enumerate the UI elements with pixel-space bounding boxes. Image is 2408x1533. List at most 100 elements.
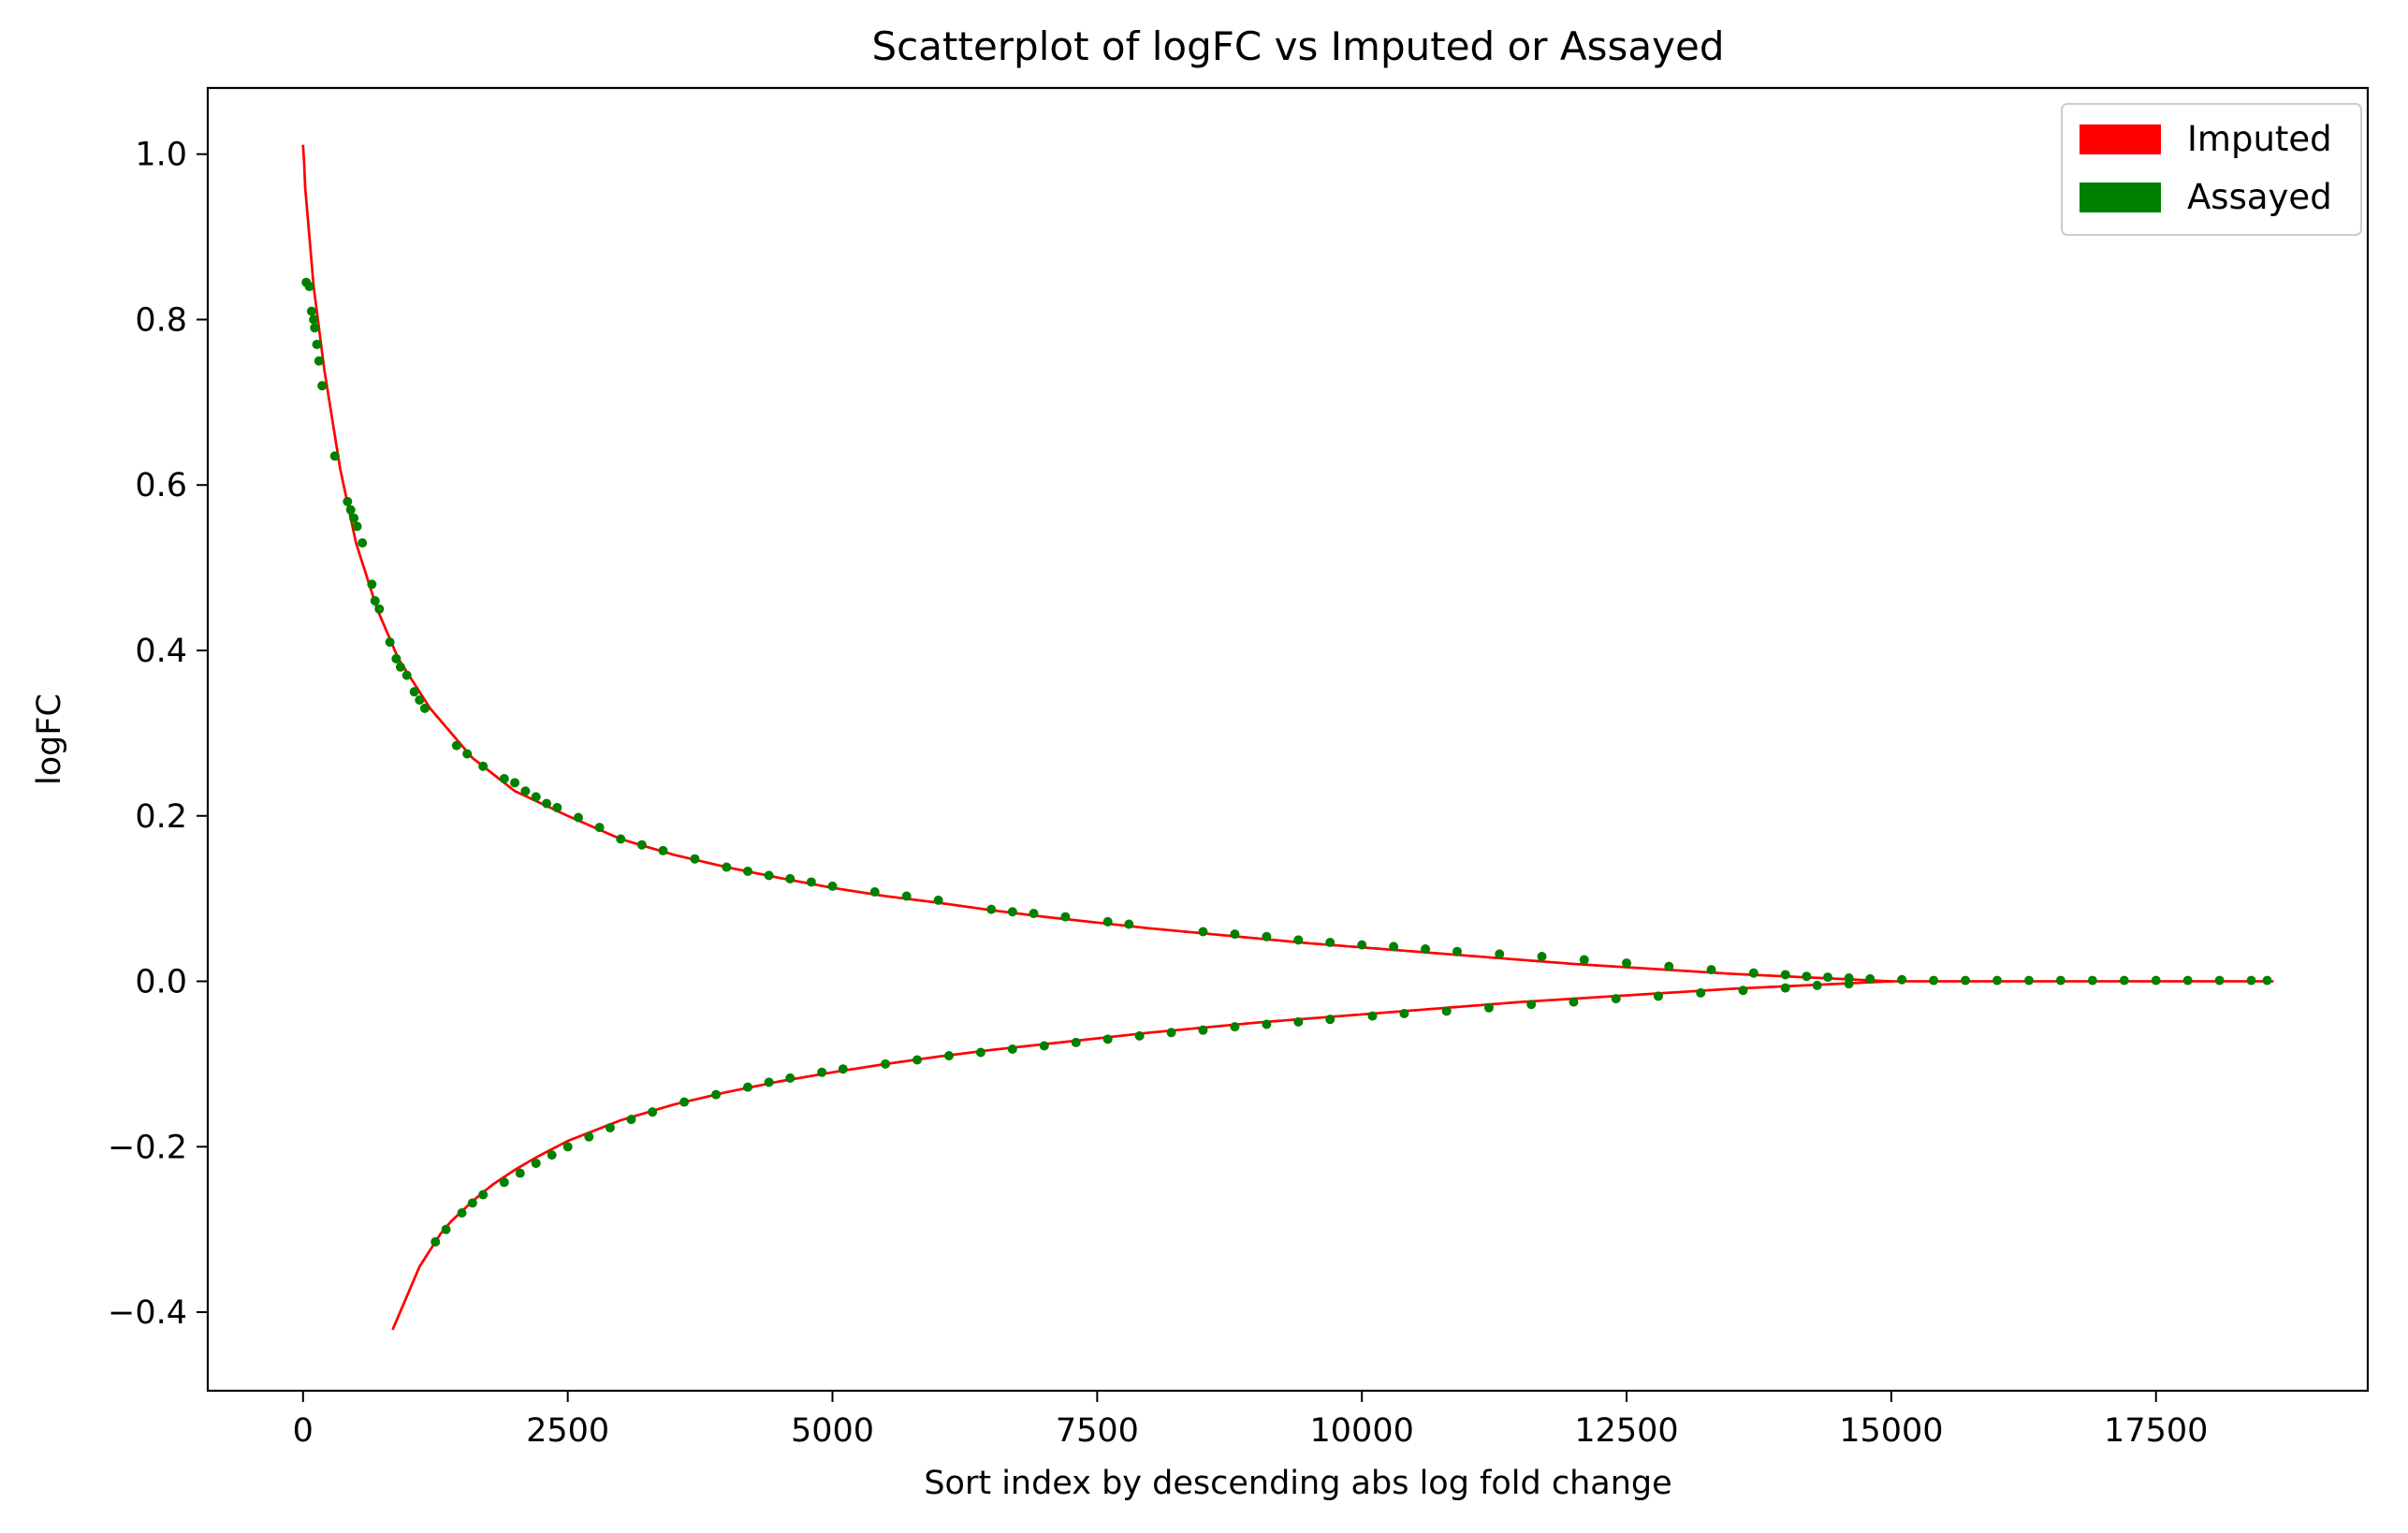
assayed-point <box>1653 991 1663 1001</box>
assayed-point <box>1262 1019 1272 1029</box>
assayed-point <box>1029 909 1039 919</box>
assayed-point <box>2182 975 2193 986</box>
y-tick-label: −0.2 <box>108 1129 187 1166</box>
assayed-point <box>722 862 732 872</box>
assayed-point <box>1230 929 1240 940</box>
legend-swatch-imputed <box>2080 124 2161 154</box>
assayed-point <box>1399 1008 1409 1018</box>
x-axis: 0 2500 5000 7500 10000 12500 15000 17500 <box>293 1391 2208 1450</box>
assayed-point <box>395 662 405 672</box>
legend-swatch-assayed <box>2080 182 2161 212</box>
assayed-point <box>2214 975 2225 986</box>
assayed-point <box>1483 1002 1494 1013</box>
assayed-point <box>374 604 385 614</box>
x-tick-label: 5000 <box>791 1412 874 1450</box>
assayed-point <box>806 877 816 887</box>
assayed-point <box>616 834 626 844</box>
assayed-point <box>309 314 319 325</box>
assayed-point <box>547 1150 557 1161</box>
assayed-point <box>352 521 362 532</box>
assayed-point <box>1367 1011 1378 1021</box>
assayed-point <box>2055 975 2065 986</box>
assayed-point <box>1696 987 1706 998</box>
y-tick-label: 0.8 <box>135 301 187 339</box>
assayed-point <box>310 323 320 333</box>
assayed-point <box>1495 949 1505 959</box>
assayed-point <box>584 1132 594 1142</box>
assayed-point <box>2087 975 2097 986</box>
assayed-point <box>1198 1025 1208 1035</box>
assayed-point <box>636 840 647 850</box>
assayed-point <box>605 1122 615 1132</box>
assayed-point <box>901 891 912 901</box>
assayed-point <box>1802 971 1812 982</box>
assayed-point <box>499 773 509 783</box>
assayed-point <box>658 845 668 855</box>
assayed-point <box>838 1064 848 1074</box>
assayed-point <box>478 1190 489 1200</box>
assayed-point <box>462 749 473 759</box>
assayed-point <box>1293 935 1304 945</box>
assayed-point <box>1823 972 1832 983</box>
assayed-point <box>1569 997 1579 1007</box>
assayed-point <box>1325 937 1335 947</box>
legend: Imputed Assayed <box>2061 103 2362 236</box>
assayed-point <box>312 339 322 349</box>
assayed-point <box>314 356 324 366</box>
assayed-point <box>329 451 340 461</box>
assayed-point <box>1579 955 1589 965</box>
assayed-point <box>451 740 461 751</box>
assayed-point <box>975 1047 985 1058</box>
assayed-point <box>1134 1030 1145 1041</box>
assayed-point <box>343 496 353 506</box>
assayed-point <box>391 653 401 664</box>
assayed-point <box>1622 958 1632 969</box>
assayed-point <box>1198 927 1208 937</box>
y-tick-label: −0.4 <box>108 1294 187 1332</box>
assayed-point <box>827 881 838 891</box>
assayed-point <box>552 802 562 812</box>
assayed-point <box>881 1058 891 1069</box>
assayed-point <box>764 870 774 881</box>
y-tick-label: 0.0 <box>135 964 187 1001</box>
assayed-point <box>520 786 531 796</box>
assayed-point <box>1039 1041 1049 1051</box>
assayed-point <box>419 703 430 713</box>
assayed-point <box>1230 1022 1240 1032</box>
assayed-point <box>743 866 752 876</box>
assayed-point <box>401 670 412 680</box>
x-tick-label: 2500 <box>526 1412 609 1450</box>
assayed-point <box>385 637 395 648</box>
assayed-point <box>2246 975 2256 986</box>
assayed-point <box>2119 975 2129 986</box>
assayed-point <box>1071 1037 1081 1047</box>
assayed-point <box>1780 970 1790 980</box>
assayed-point <box>1102 1034 1113 1044</box>
x-tick-label: 7500 <box>1056 1412 1139 1450</box>
legend-label-imputed: Imputed <box>2187 119 2332 159</box>
assayed-point <box>1611 994 1621 1004</box>
assayed-point <box>1738 986 1748 996</box>
assayed-point <box>409 687 419 697</box>
y-axis: −0.4 −0.2 0.0 0.2 0.4 0.6 0.8 1.0 <box>108 137 208 1332</box>
y-axis-label: logFC <box>31 694 68 785</box>
assayed-point <box>1706 965 1716 975</box>
assayed-point <box>912 1055 923 1065</box>
assayed-point <box>367 579 377 590</box>
assayed-point <box>1748 968 1759 978</box>
assayed-point <box>1060 912 1071 922</box>
assayed-point <box>1102 916 1113 927</box>
assayed-point <box>542 798 552 809</box>
x-tick-label: 0 <box>293 1412 314 1450</box>
assayed-point <box>785 1073 795 1083</box>
plot-frame <box>206 86 2370 1393</box>
assayed-point <box>531 1158 541 1168</box>
assayed-point <box>1441 1006 1452 1016</box>
assayed-point <box>415 695 425 706</box>
assayed-point <box>370 595 380 606</box>
assayed-point <box>1664 961 1674 971</box>
assayed-point <box>306 306 316 316</box>
y-tick-label: 0.6 <box>135 467 187 504</box>
y-tick-label: 1.0 <box>135 137 187 174</box>
